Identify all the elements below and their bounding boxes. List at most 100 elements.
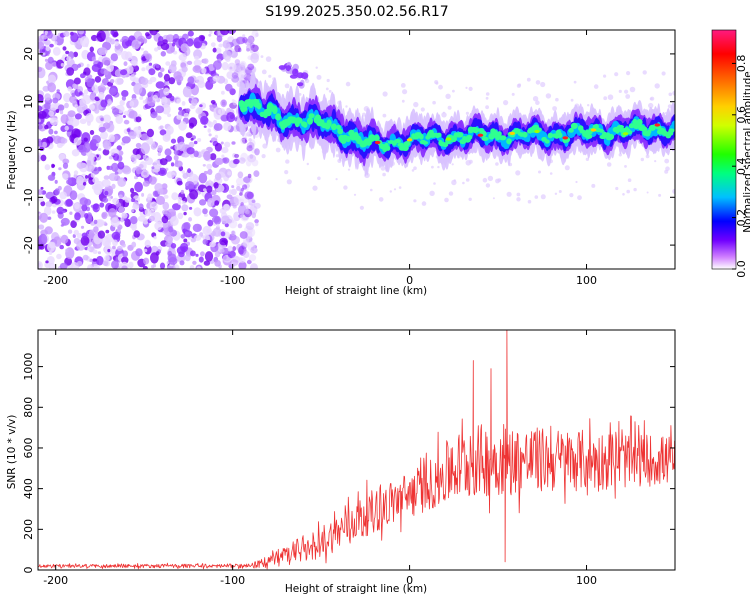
spectrogram-hot-spot (534, 129, 540, 134)
spectrogram-noise-blob (230, 188, 237, 196)
spectrogram-noise-blob (106, 86, 110, 90)
spectrogram-noise-blob (159, 158, 168, 166)
spectrogram-noise-blob (77, 86, 84, 93)
spectrogram-noise-blob (73, 51, 78, 58)
spectrogram-faint-dot (325, 87, 329, 91)
spectrogram-noise-blob (110, 217, 120, 228)
spectrogram-noise-blob (91, 56, 97, 62)
spectrogram-noise-blob (83, 137, 88, 142)
spectrogram-noise-blob (44, 58, 49, 62)
spectrogram-noise-blob (184, 231, 189, 235)
spectrogram-noise-blob (42, 51, 46, 56)
spectrogram-noise-blob (178, 251, 185, 258)
spectrogram-noise-blob (157, 71, 163, 78)
spectrogram-noise-blob (64, 102, 69, 109)
spectrogram-noise-blob (159, 129, 167, 136)
spectrogram-faint-dot (577, 195, 582, 201)
spectrogram-faint-dot (569, 193, 574, 198)
spectrogram-faint-dot (646, 191, 649, 194)
spectrogram-faint-dot (492, 197, 495, 200)
spectrogram-noise-blob (183, 112, 190, 119)
spectrogram-noise-blob (170, 216, 179, 227)
spectrogram-noise-blob (38, 243, 45, 250)
spectrogram-noise-blob (166, 171, 176, 179)
spectrogram-noise-blob (209, 241, 216, 248)
spectrogram-faint-dot (316, 74, 322, 80)
spectrogram-ridge-cell (557, 132, 563, 138)
spectrogram-noise-blob (202, 225, 212, 236)
spectrogram-noise-blob (121, 95, 126, 101)
spectrogram-faint-dot (526, 77, 531, 82)
spectrogram-noise-blob (200, 115, 209, 125)
spectrogram-noise-blob (79, 118, 87, 125)
spectrogram-noise-blob (112, 153, 120, 161)
spectrogram-noise-blob (44, 124, 49, 130)
spectrogram-noise-blob (142, 265, 148, 269)
spectrogram-noise-blob (213, 60, 222, 70)
spectrogram-faint-dot (328, 89, 332, 93)
spectrogram-ridge-cell (466, 134, 473, 140)
spectrogram-noise-blob (214, 259, 221, 267)
spectrogram-noise-blob (231, 141, 236, 145)
colorbar-tick-label: 0.4 (735, 157, 748, 175)
spectrogram-noise-blob (108, 156, 113, 160)
spectrogram-hot-spot (477, 133, 484, 137)
spectrogram-noise-blob (80, 73, 86, 79)
colorbar-gradient (711, 29, 737, 270)
spectrogram-noise-blob (247, 63, 255, 71)
spectrogram-noise-blob (86, 79, 95, 88)
spectrogram-noise-blob (191, 98, 198, 106)
spectrogram-noise-blob (142, 154, 147, 159)
spectrogram-noise-blob (245, 159, 252, 167)
spectrogram-noise-blob (220, 30, 230, 36)
spectrogram-noise-blob (168, 226, 174, 233)
spectrogram-ridge-cell (256, 102, 262, 110)
spectrogram-noise-blob (155, 30, 160, 33)
spectrogram-noise-blob (143, 257, 150, 265)
spectrogram-noise-blob (202, 239, 208, 245)
spectrogram-noise-blob (210, 100, 216, 104)
spectrogram-noise-blob (207, 121, 214, 128)
spectrogram-noise-blob (66, 67, 75, 76)
spectrogram-hot-spot (562, 136, 569, 140)
spectrogram-noise-blob (157, 152, 161, 156)
spectrogram-noise-blob (103, 122, 111, 129)
spectrogram-noise-blob (115, 77, 124, 86)
spectrogram-faint-dot (535, 100, 540, 105)
spectrogram-faint-dot (603, 96, 608, 101)
spectrogram-noise-blob (116, 245, 123, 252)
spectrogram-noise-blob (62, 210, 66, 213)
spectrogram-noise-blob (174, 160, 183, 168)
spectrogram-noise-blob (104, 190, 109, 196)
spectrogram-noise-blob (227, 30, 237, 35)
spectrogram-noise-blob (178, 53, 187, 61)
spectrogram-noise-blob (74, 39, 82, 49)
spectrogram-noise-blob (129, 74, 136, 82)
spectrogram-noise-blob (131, 241, 137, 248)
spectrogram-noise-blob (135, 248, 143, 257)
spectrogram-faint-dot (453, 179, 456, 182)
spectrogram-noise-blob (40, 99, 44, 103)
spectrogram-noise-blob (98, 47, 108, 56)
colorbar: 0.0 0.2 0.4 0.6 0.8 Normalized spectral ampl… (711, 29, 750, 278)
spectrogram-noise-blob (152, 94, 158, 101)
spectrogram-faint-dot (558, 190, 562, 193)
spectrogram-noise-blob (70, 220, 77, 229)
spectrogram-noise-blob (203, 125, 207, 128)
spectrogram-noise-blob (78, 30, 85, 35)
spectrogram-noise-blob (90, 173, 96, 178)
spectrogram-noise-blob (149, 201, 158, 212)
spectrogram-noise-blob (100, 82, 104, 88)
spectrogram-faint-dot (661, 71, 666, 76)
spectrogram-noise-blob (121, 50, 129, 60)
spectrogram-noise-blob (219, 237, 229, 246)
spectrogram-noise-blob (157, 167, 167, 176)
spectrogram-noise-blob (167, 113, 172, 118)
spectrogram-noise-blob (105, 37, 113, 43)
spectrogram-faint-dot (421, 201, 427, 206)
spectrogram-noise-blob (207, 128, 211, 133)
spectrogram-noise-blob (131, 39, 141, 50)
spectrogram-noise-blob (160, 96, 168, 105)
spectrogram-noise-blob (242, 240, 249, 248)
spectrogram-noise-blob (173, 149, 179, 155)
